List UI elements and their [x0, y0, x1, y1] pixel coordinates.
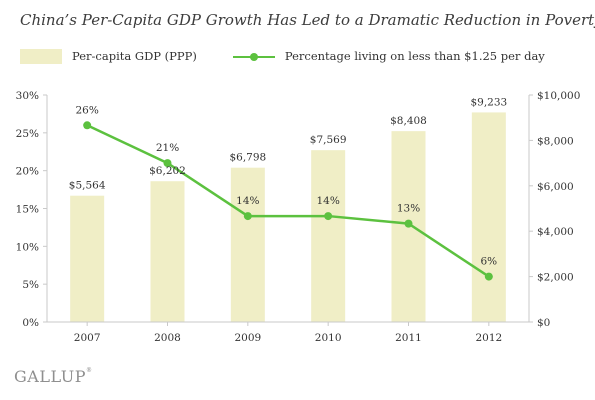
x-tick-label: 2007	[74, 332, 101, 344]
x-tick-label: 2011	[395, 332, 422, 344]
bar-2010	[311, 150, 346, 322]
legend: Per-capita GDP (PPP) Percentage living o…	[20, 46, 581, 66]
bar-2007	[70, 195, 105, 322]
bar-data-label: $8,408	[390, 115, 427, 127]
poverty-point-2010	[324, 212, 333, 221]
x-tick-label: 2008	[154, 332, 181, 344]
line-data-label: 21%	[156, 142, 179, 154]
x-tick-label: 2010	[315, 332, 342, 344]
y-left-tick-label: 0%	[22, 317, 39, 329]
legend-bar-swatch	[20, 48, 62, 64]
poverty-line	[86, 124, 490, 278]
bar-data-label: $5,564	[69, 180, 106, 192]
poverty-point-2009	[243, 212, 252, 221]
legend-item-poverty: Percentage living on less than $1.25 per…	[232, 49, 545, 64]
line-data-label: 26%	[75, 104, 98, 116]
line-data-label: 14%	[236, 195, 259, 207]
poverty-point-2011	[404, 219, 413, 228]
poverty-point-2012	[484, 272, 493, 281]
y-left-tick-label: 20%	[16, 166, 39, 178]
x-tick-label: 2012	[475, 332, 502, 344]
y-right-tick-label: $10,000	[537, 90, 580, 102]
y-left-tick-label: 30%	[16, 90, 39, 102]
y-right-tick-label: $8,000	[537, 135, 574, 147]
trademark-mark: ®	[85, 367, 93, 374]
y-left-tick-label: 5%	[22, 279, 39, 291]
bar-data-label: $9,233	[470, 96, 507, 108]
bar-data-label: $6,202	[149, 165, 186, 177]
y-right-tick-label: $6,000	[537, 181, 574, 193]
legend-line-swatch	[232, 49, 275, 64]
bar-2009	[230, 167, 265, 322]
bar-2008	[150, 181, 185, 322]
legend-item-gdp: Per-capita GDP (PPP)	[20, 48, 197, 64]
legend-label-poverty: Percentage living on less than $1.25 per…	[284, 49, 545, 63]
legend-label-gdp: Per-capita GDP (PPP)	[72, 49, 197, 63]
bar-data-label: $7,569	[310, 134, 347, 146]
line-data-label: 6%	[480, 256, 497, 268]
x-tick-label: 2009	[234, 332, 261, 344]
line-data-label: 13%	[397, 203, 420, 215]
y-left-tick-label: 25%	[16, 128, 39, 140]
y-right-tick-label: $0	[537, 317, 550, 329]
y-right-tick-label: $4,000	[537, 226, 574, 238]
bar-2012	[471, 112, 506, 323]
gallup-logo: GALLUP®	[14, 367, 92, 386]
y-right-tick-label: $2,000	[537, 272, 574, 284]
gallup-logo-text: GALLUP	[14, 367, 86, 386]
chart-title: China’s Per-Capita GDP Growth Has Led to…	[20, 11, 595, 29]
y-left-tick-label: 15%	[16, 204, 39, 216]
y-left-tick-label: 10%	[16, 241, 39, 253]
poverty-point-2008	[163, 159, 172, 168]
line-data-label: 14%	[316, 195, 339, 207]
poverty-point-2007	[83, 121, 92, 130]
bar-data-label: $6,798	[229, 152, 266, 164]
